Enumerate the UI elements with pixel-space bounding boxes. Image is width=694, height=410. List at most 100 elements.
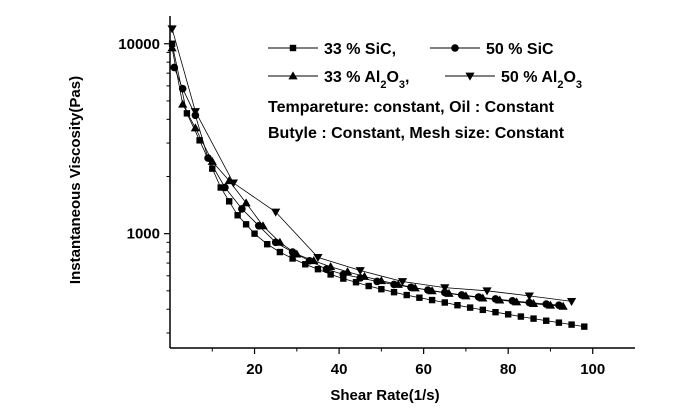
data-point: [238, 205, 246, 213]
series-layer: [167, 25, 588, 330]
data-point: [555, 319, 563, 326]
data-point: [276, 248, 284, 256]
data-point: [359, 271, 370, 280]
data-point: [397, 278, 408, 287]
legend-marker: [451, 44, 459, 52]
data-point: [566, 297, 577, 306]
legend-label-part: 50 % SiC: [486, 41, 554, 58]
data-point: [170, 63, 179, 72]
x-tick-label: 60: [415, 361, 432, 378]
legend-label-part: 33 % SiC,: [324, 41, 396, 58]
legend-label: 50 % Al2O3: [501, 69, 582, 91]
data-point: [190, 123, 200, 132]
data-point: [190, 108, 200, 117]
data-point: [441, 299, 448, 306]
annotation-text: Tempareture: constant, Oil : Constant: [268, 99, 555, 116]
x-tick-label: 40: [331, 361, 348, 378]
data-point: [378, 285, 385, 293]
data-point: [167, 25, 177, 34]
data-point: [302, 261, 309, 268]
x-tick-label: 100: [580, 361, 605, 378]
legend-label-part: 3: [576, 79, 582, 91]
legend-label-part: 2: [557, 79, 563, 91]
legend-label: 33 % SiC,: [324, 41, 396, 58]
annotations: Tempareture: constant, Oil : Constant But…: [268, 99, 565, 142]
y-tick-label: 1000: [127, 226, 160, 243]
data-point: [393, 279, 403, 288]
data-point: [581, 323, 588, 330]
annotation-text: Butyle : Constant, Mesh size: Constant: [268, 125, 565, 142]
data-point: [309, 256, 319, 265]
data-point: [444, 288, 454, 297]
data-point: [241, 198, 251, 207]
data-point: [221, 183, 229, 192]
y-ticks: 1000 10000: [118, 36, 170, 334]
legend-label: 50 % SiC: [486, 41, 554, 58]
data-point: [390, 288, 398, 296]
data-point: [530, 315, 537, 322]
data-point: [217, 184, 224, 191]
data-point: [504, 311, 512, 318]
data-point: [495, 295, 505, 304]
data-point: [410, 283, 420, 292]
data-point: [251, 230, 258, 237]
data-point: [352, 279, 360, 286]
data-point: [207, 156, 217, 165]
data-point: [543, 317, 550, 324]
data-point: [234, 212, 241, 219]
data-point: [342, 267, 353, 276]
data-point: [428, 296, 436, 304]
legend-item: 50 % Al2O3: [445, 69, 582, 91]
data-point: [416, 294, 423, 301]
data-point: [275, 237, 285, 246]
data-point: [461, 291, 471, 300]
x-tick-label: 20: [246, 361, 263, 378]
y-tick-label: 10000: [118, 36, 160, 53]
data-point: [209, 165, 216, 172]
legend-label-part: 2: [380, 79, 386, 91]
series-1: [168, 40, 588, 330]
legend-label-part: 50 % Al: [501, 69, 557, 86]
data-point: [440, 284, 450, 293]
data-point: [327, 271, 334, 278]
data-point: [167, 43, 177, 52]
data-point: [512, 297, 522, 306]
data-point: [326, 262, 336, 271]
data-point: [271, 208, 281, 217]
data-point: [183, 110, 191, 117]
data-point: [517, 313, 525, 320]
legend-item: 50 % SiC: [430, 41, 554, 58]
data-point: [479, 306, 487, 314]
legend-marker: [465, 72, 475, 81]
x-tick-label: 80: [500, 361, 517, 378]
data-point: [225, 198, 233, 205]
data-point: [558, 301, 568, 310]
legend-marker: [289, 44, 297, 52]
data-point: [228, 179, 239, 188]
data-point: [376, 276, 386, 285]
legend-label-part: O: [563, 69, 575, 86]
data-point: [196, 137, 203, 144]
data-point: [427, 286, 437, 295]
data-point: [355, 267, 365, 276]
legend-marker: [288, 71, 298, 80]
x-axis-title: Shear Rate(1/s): [330, 387, 439, 404]
data-point: [292, 249, 302, 258]
data-point: [482, 287, 492, 296]
data-point: [289, 255, 296, 262]
legend-item: 33 % SiC,: [268, 41, 396, 58]
data-point: [528, 299, 539, 308]
legend-label-part: ,: [405, 69, 409, 86]
data-point: [178, 84, 187, 93]
data-point: [365, 282, 372, 290]
legend-label-part: O: [386, 69, 398, 86]
data-point: [492, 308, 499, 316]
data-point: [242, 221, 250, 228]
legend-label-part: 3: [399, 79, 405, 91]
y-axis-title: Instantaneous Viscosity(Pas): [67, 76, 84, 284]
legend-item: 33 % Al2O3,: [268, 69, 409, 91]
legend-label-part: 33 % Al: [324, 69, 380, 86]
data-point: [258, 221, 268, 230]
